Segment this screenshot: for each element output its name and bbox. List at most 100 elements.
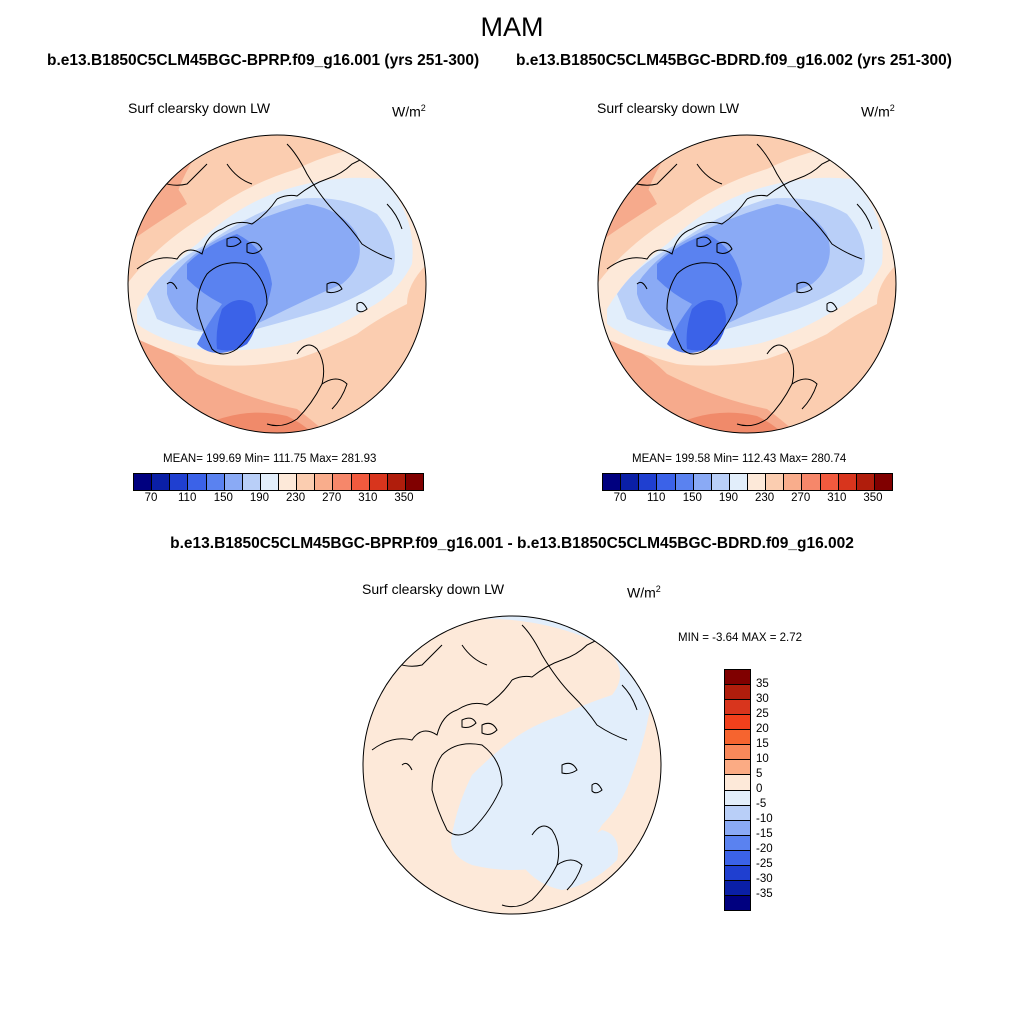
colorbar-diff [724,669,751,911]
coastline [356,301,368,313]
colorbar-swatch [725,850,750,866]
colorbar-tick-label: 35 [756,678,769,690]
panel-right-units: W/m2 [861,103,895,120]
polar-map-right [597,134,897,434]
colorbar-swatch [639,474,658,490]
colorbar-tick-label: 0 [756,783,763,795]
colorbar-right [602,473,893,491]
contour-region [422,616,661,870]
colorbar-left-ticks: 70 110 150 190 230 270 310 350 [133,492,424,508]
colorbar-swatch [856,474,875,490]
colorbar-swatch [657,474,676,490]
diff-stats: MIN = -3.64 MAX = 2.72 [678,632,803,644]
colorbar-swatch [206,474,225,490]
coastline [166,281,178,290]
coastline [286,143,393,260]
map-fill-layers [128,135,426,433]
colorbar-swatch [351,474,370,490]
colorbar-swatch [224,474,243,490]
colorbar-swatch [387,474,406,490]
colorbar-swatch [369,474,388,490]
colorbar-tick-label: 110 [178,492,197,504]
colorbar-swatch [333,474,352,490]
colorbar-tick-label: 10 [756,753,769,765]
panel-right-label: Surf clearsky down LW [597,100,740,116]
map-boundary [597,134,897,434]
map-fill-layers [363,616,661,914]
colorbar-tick-label: 70 [144,492,158,504]
colorbar-swatch [152,474,171,490]
coastline [431,743,503,836]
colorbar-tick-label: 230 [754,492,775,504]
colorbar-swatch [725,715,750,731]
coastline [226,236,242,247]
polar-map-diff [362,615,662,915]
colorbar-swatch [725,880,750,896]
colorbar-swatch [725,895,750,910]
coastline [136,198,278,270]
coastline [666,262,738,355]
colorbar-swatch [820,474,839,490]
coastline [696,163,723,185]
colorbar-swatch [725,790,750,806]
map-boundary [127,134,427,434]
colorbar-swatch [766,474,785,490]
colorbar-swatch [725,670,750,686]
colorbar-swatch [725,685,750,701]
coastline [226,163,253,185]
coastline [696,236,712,247]
coastline [481,722,498,735]
colorbar-tick-label: 310 [827,492,847,504]
map-fill-layers [598,135,896,433]
colorbar-tick-label: 25 [756,708,769,720]
colorbar-tick-label: 110 [647,492,666,504]
colorbar-tick-label: 270 [322,492,342,504]
colorbar-swatch [170,474,189,490]
colorbar-tick-label: 350 [863,492,883,504]
coastline [791,378,818,410]
colorbar-tick-label: 150 [213,492,233,504]
coastline [461,717,477,728]
colorbar-diff-ticks: 35 30 25 20 15 10 5 0 -5 -10 -15 -20 -25 -30 -35 [756,669,796,909]
panel-left-label: Surf clearsky down LW [128,100,271,116]
colorbar-swatch [725,775,750,791]
coastline [756,143,863,260]
contour-region [216,300,256,351]
colorbar-swatch [134,474,153,490]
coastline [371,679,513,751]
colorbar-tick-label: 20 [756,723,769,735]
panel-left-units: W/m2 [392,103,426,120]
coastline [511,634,608,681]
colorbar-swatch [725,745,750,761]
coastline [386,203,403,230]
colorbar-swatch [729,474,748,490]
units-text: W/m [392,103,421,120]
colorbar-tick-label: 150 [682,492,702,504]
panel-left-stats: MEAN= 199.69 Min= 111.75 Max= 281.93 [163,453,377,465]
colorbar-swatch [675,474,694,490]
colorbar-swatch [725,820,750,836]
colorbar-swatch [242,474,261,490]
colorbar-swatch [279,474,298,490]
colorbar-tick-label: 190 [718,492,739,504]
coastline [401,762,413,771]
coastline [276,153,373,200]
coastline [796,281,813,294]
coastline [746,153,843,200]
colorbar-swatch [748,474,767,490]
contour-region [686,300,726,351]
colorbar-swatch [725,700,750,716]
colorbar-swatch [188,474,207,490]
colorbar-tick-label: 310 [358,492,378,504]
colorbar-tick-label: 270 [791,492,811,504]
colorbar-swatch [315,474,334,490]
colorbar-tick-label: -15 [756,828,773,840]
colorbar-swatch [725,730,750,746]
coastline [326,281,343,294]
colorbar-swatch [711,474,730,490]
colorbar-swatch [297,474,316,490]
map-boundary [362,615,662,915]
colorbar-swatch [621,474,640,490]
units-exponent: 2 [420,103,426,113]
colorbar-swatch [260,474,279,490]
